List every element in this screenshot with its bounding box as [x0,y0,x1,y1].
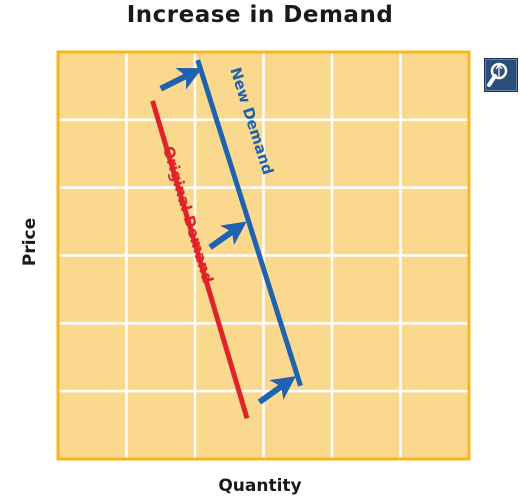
plot-border [56,50,471,461]
magnifier-icon [487,62,508,87]
demand-curve-2 [195,59,303,387]
shift-arrow-2 [208,221,247,250]
x-axis-label: Quantity [218,476,302,496]
shift-arrow-1 [159,67,203,92]
demand-curve-1 [150,100,250,420]
chart-title: Increase in Demand [126,2,394,28]
zoom-button[interactable] [484,58,518,92]
shift-arrow-3 [257,376,296,405]
